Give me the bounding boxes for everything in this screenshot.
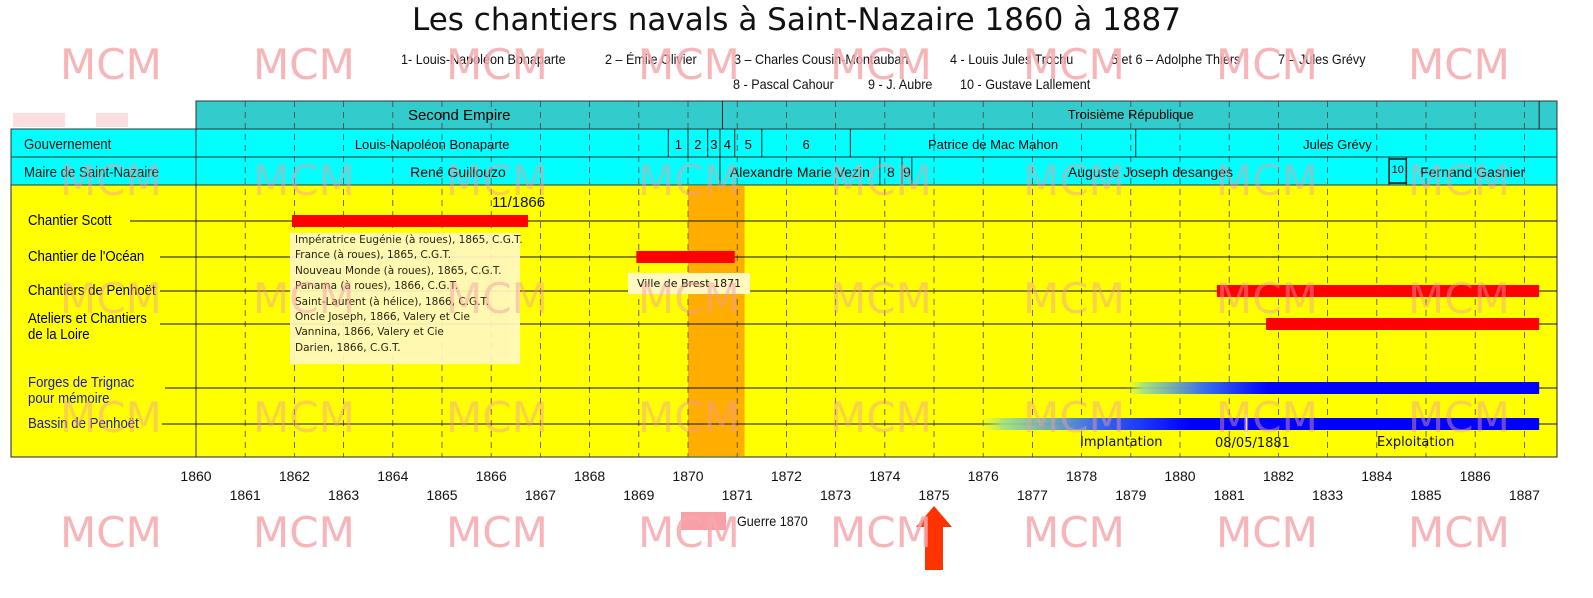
row-bar <box>1266 318 1540 330</box>
legend-entry: 9 - J. Aubre <box>868 76 933 92</box>
decor-patch <box>13 113 65 127</box>
row-label: Chantier de l'Océan <box>28 248 145 265</box>
maire-segment: 10 <box>1391 164 1404 176</box>
exploitation-label: Exploitation <box>1377 435 1455 450</box>
x-tick-label: 1866 <box>475 468 507 484</box>
legend-entry: 2 – Émile Olivier <box>605 51 697 67</box>
gouvernement-segment: 6 <box>802 137 810 152</box>
maire-segment: 9 <box>903 164 911 180</box>
maire-label: Maire de Saint-Nazaire <box>24 164 159 181</box>
x-tick-label: 1885 <box>1410 487 1442 503</box>
war-legend-swatch <box>681 512 726 530</box>
marker-arrow <box>916 506 952 570</box>
regime-band <box>195 100 1558 130</box>
row-bar <box>1216 285 1540 297</box>
gouvernement-segment: Louis-Napoléon Bonaparte <box>354 137 510 152</box>
legend-entry: 5 et 6 – Adolphe Thiers <box>1111 51 1241 67</box>
gouvernement-segment: 1 <box>674 137 682 152</box>
row-bar <box>636 251 735 263</box>
gouvernement-segment: 4 <box>723 137 731 152</box>
x-tick-label: 1872 <box>770 468 802 484</box>
bassin-date-label: 08/05/1881 <box>1215 436 1290 451</box>
regime-label: Second Empire <box>407 107 511 124</box>
row-label: Chantiers de Penhoët <box>28 282 156 299</box>
x-tick-label: 1871 <box>721 487 753 503</box>
legend-entry: 4 - Louis Jules Trochu <box>950 51 1074 67</box>
row-label-line2: pour mémoire <box>28 390 110 407</box>
x-tick-label: 1873 <box>820 487 852 503</box>
gouvernement-segment: Patrice de Mac Mahon <box>927 137 1059 152</box>
legend-entry: 1- Louis-Napoléon Bonaparte <box>401 51 566 67</box>
x-tick-label: 1880 <box>1164 468 1196 484</box>
war-legend-label: Guerre 1870 <box>737 513 808 529</box>
x-tick-label: 1870 <box>672 468 704 484</box>
x-tick-label: 1887 <box>1508 487 1540 503</box>
x-tick-label: 1879 <box>1115 487 1147 503</box>
maire-segment: René Guillouzo <box>410 164 506 180</box>
ship-entry: Saint-Laurent (à hélice), 1866, C.G.T. <box>295 295 490 308</box>
legend-entry: 10 - Gustave Lallement <box>960 76 1091 92</box>
gouvernement-segment: 3 <box>710 137 718 152</box>
x-tick-label: 1881 <box>1213 487 1245 503</box>
maire-segment: Fernand Gasnier <box>1420 164 1526 180</box>
ship-entry: Vannina, 1866, Valery et Cie <box>295 326 444 339</box>
x-tick-label: 1868 <box>574 468 606 484</box>
ville-de-brest-label: Ville de Brest 1871 <box>628 273 751 294</box>
gouvernement-segment: 5 <box>744 137 752 152</box>
maire-segment: Auguste Joseph desanges <box>1067 164 1233 180</box>
war-period-band <box>688 186 745 456</box>
x-tick-label: 1864 <box>377 468 409 484</box>
row-label: Chantier Scott <box>28 212 112 229</box>
x-tick-label: 1876 <box>967 468 999 484</box>
x-tick-label: 1863 <box>328 487 360 503</box>
row-label: Bassin de Penhoët <box>28 415 139 432</box>
x-tick-label: 1875 <box>918 487 950 503</box>
x-tick-label: 1869 <box>623 487 655 503</box>
legend-entry: 3 – Charles Cousin-Montauban <box>734 51 909 67</box>
x-tick-label: 1861 <box>229 487 261 503</box>
maire-segment: Alexandre Marie Vezin <box>729 164 870 180</box>
legend-entry: 7 – Jules Grévy <box>1278 51 1366 67</box>
legend-entry: 8 - Pascal Cahour <box>733 76 834 92</box>
x-tick-label: 1884 <box>1361 468 1393 484</box>
decor-patch <box>96 113 128 127</box>
row-label: Forges de Trignac <box>28 374 135 391</box>
x-tick-label: 1865 <box>426 487 458 503</box>
gouvernement-segment: 2 <box>694 137 702 152</box>
row-bar <box>1125 382 1540 394</box>
maire-band <box>10 156 1558 186</box>
row-label-line2: de la Loire <box>28 326 90 343</box>
row-label: Ateliers et Chantiers <box>28 310 147 327</box>
maire-segment: 8 <box>887 164 895 180</box>
x-tick-label: 1867 <box>524 487 556 503</box>
x-tick-label: 1886 <box>1459 468 1491 484</box>
ship-entry: Panama (à roues), 1866, C.G.T. <box>295 280 459 293</box>
x-tick-label: 1860 <box>180 468 212 484</box>
x-tick-label: 1862 <box>278 468 310 484</box>
ship-entry: Impératrice Eugénie (à roues), 1865, C.G… <box>295 234 523 246</box>
chart-title: Les chantiers navals à Saint-Nazaire 186… <box>411 2 1181 38</box>
x-tick-label: 1877 <box>1016 487 1048 503</box>
gouvernement-label: Gouvernement <box>24 136 112 153</box>
x-tick-label: 1878 <box>1066 468 1098 484</box>
x-tick-label: 1874 <box>869 468 901 484</box>
x-tick-label: 1882 <box>1262 468 1294 484</box>
ship-entry: Darien, 1866, C.G.T. <box>295 341 401 354</box>
ship-entry: Nouveau Monde (à roues), 1865, C.G.T. <box>295 264 502 277</box>
regime-label: Troisième République <box>1067 107 1194 122</box>
row-bar <box>291 215 529 227</box>
gouvernement-segment: Jules Grévy <box>1303 137 1372 152</box>
ship-entry: France (à roues), 1865, C.G.T. <box>295 249 452 262</box>
row-bar <box>978 418 1540 430</box>
scott-ships-box: Impératrice Eugénie (à roues), 1865, C.G… <box>290 233 523 364</box>
ship-entry: Oncle Joseph, 1866, Valery et Cie <box>295 311 470 324</box>
scott-end-label: 11/1866 <box>492 194 546 211</box>
x-tick-label: 1833 <box>1312 487 1344 503</box>
implantation-label: Implantation <box>1080 435 1163 450</box>
gouvernement-band <box>10 128 1558 158</box>
